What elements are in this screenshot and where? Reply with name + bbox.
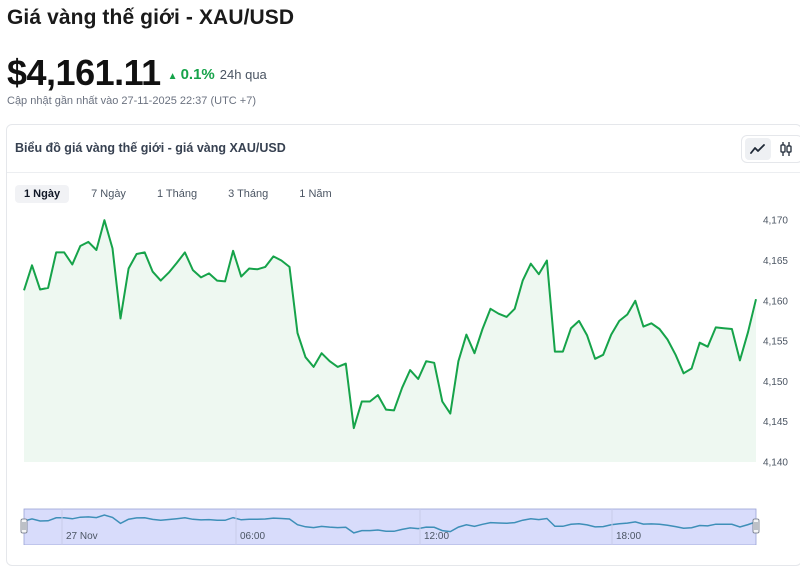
page-title: Giá vàng thế giới - XAU/USD [7,6,295,29]
change-percent: 0.1% [180,66,215,83]
tab-1-month[interactable]: 1 Tháng [156,188,198,200]
tab-7-days[interactable]: 7 Ngày [91,188,126,200]
candle-view-button[interactable] [773,138,799,160]
navigator-window[interactable] [23,508,757,545]
tab-3-months[interactable]: 3 Tháng [228,188,269,200]
range-tabs: 1 Ngày 7 Ngày 1 Tháng 3 Tháng 1 Năm [15,185,354,203]
price-chart: 4,140 4,145 4,150 4,155 4,160 4,165 4,170 27 N… [20,216,788,545]
arrow-up-icon: ▲ [167,71,178,82]
navigator-x-label: 12:00 [424,531,449,542]
y-tick-label: 4,150 [763,377,788,388]
navigator-line [23,514,757,534]
y-tick-label: 4,145 [763,417,788,428]
line-chart-icon [750,144,765,154]
y-tick-label: 4,140 [763,458,788,469]
tab-1-year[interactable]: 1 Năm [299,188,332,200]
y-tick-label: 4,165 [763,256,788,267]
y-tick-label: 4,155 [763,337,788,348]
navigator-x-label: 18:00 [616,531,641,542]
price-value: $4,161.11 [7,52,161,93]
y-axis: 4,140 4,145 4,150 4,155 4,160 4,165 4,170 [763,216,788,469]
price-area [24,220,756,462]
chart-view-toggle [741,135,800,163]
navigator-x-label: 06:00 [240,531,265,542]
navigator-handle-left[interactable] [20,518,28,534]
tab-1-day[interactable]: 1 Ngày [15,185,70,203]
range-navigator[interactable]: 27 Nov 06:00 12:00 18:00 [20,508,760,545]
price-row: $4,161.11 ▲ 0.1% 24h qua [7,52,267,94]
change-period: 24h qua [219,67,267,82]
candlestick-icon [780,142,792,156]
navigator-x-label: 27 Nov [66,531,98,542]
price-line [23,219,757,430]
y-tick-label: 4,170 [763,216,788,227]
last-updated: Cập nhật gần nhất vào 27-11-2025 22:37 (… [7,95,256,107]
line-view-button[interactable] [745,138,771,160]
main-plot-area[interactable] [22,218,759,462]
navigator-handle-right[interactable] [752,518,760,534]
chart-card-title: Biểu đồ giá vàng thế giới - giá vàng XAU… [15,141,286,155]
y-tick-label: 4,160 [763,296,788,307]
card-divider [7,172,800,173]
